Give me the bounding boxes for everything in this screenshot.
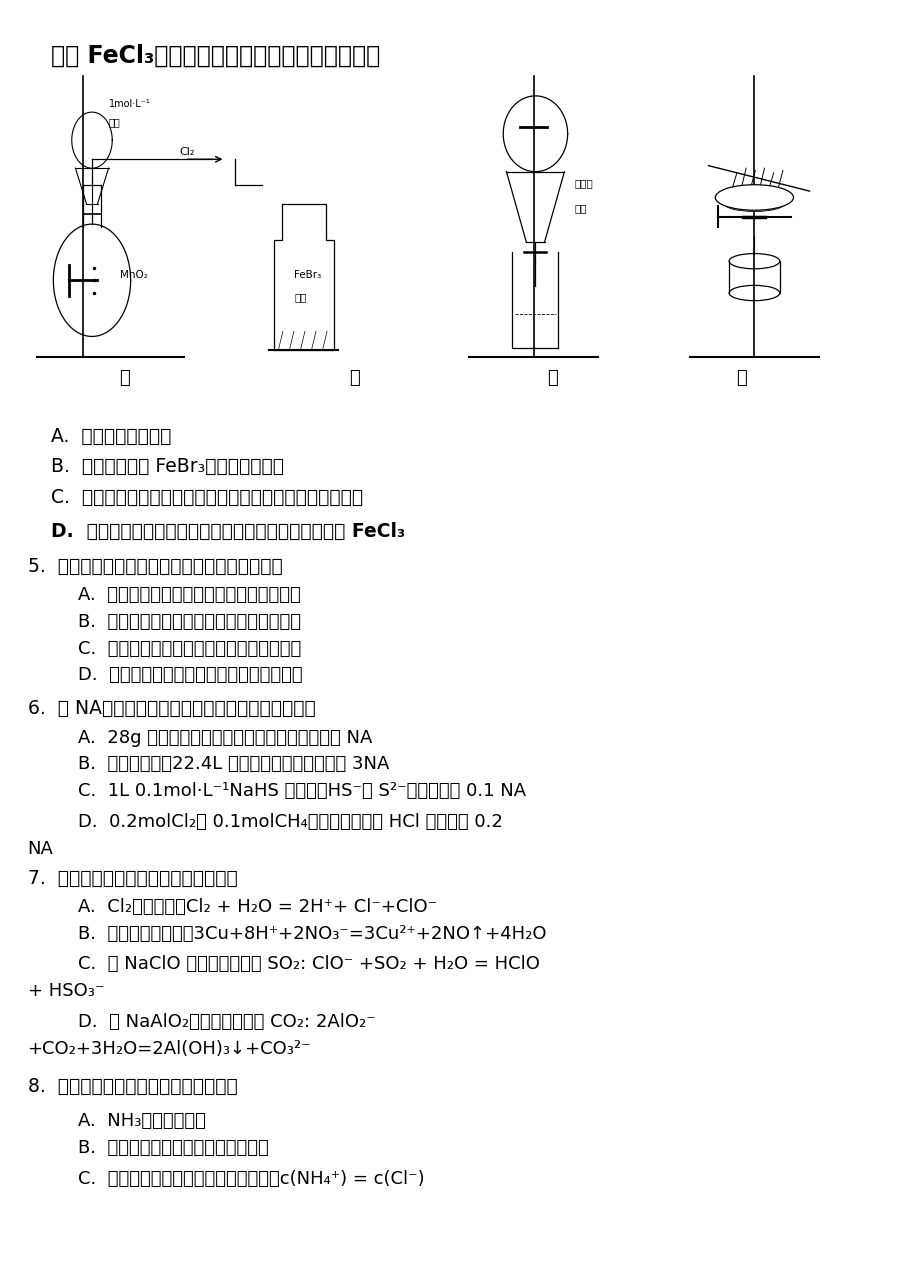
Text: NA: NA [28, 840, 53, 857]
Text: C.  用装置丙分液时先从下口放出水相，再从上口倒出有机相: C. 用装置丙分液时先从下口放出水相，再从上口倒出有机相 [51, 488, 362, 507]
Text: 甲: 甲 [119, 369, 130, 387]
Text: 1mol·L⁻¹: 1mol·L⁻¹ [108, 99, 150, 110]
Text: 6.  设 NA为阿伏加德罗常数的值。下列说法正确的是: 6. 设 NA为阿伏加德罗常数的值。下列说法正确的是 [28, 699, 315, 719]
Text: D.  0.2molCl₂与 0.1molCH₄充分反应，生成 HCl 分子数为 0.2: D. 0.2molCl₂与 0.1molCH₄充分反应，生成 HCl 分子数为 … [78, 813, 503, 831]
Text: A.  Cl₂通入水中：Cl₂ + H₂O = 2H⁺+ Cl⁻+ClO⁻: A. Cl₂通入水中：Cl₂ + H₂O = 2H⁺+ Cl⁻+ClO⁻ [78, 898, 437, 916]
Text: 8.  下列有关氨或铵盐的说法不正确的是: 8. 下列有关氨或铵盐的说法不正确的是 [28, 1077, 237, 1096]
Text: B.  可用湿润的红色石蕊试纸检验氨气: B. 可用湿润的红色石蕊试纸检验氨气 [78, 1139, 268, 1157]
Text: A.  臭氧具有氧化性，可用作自来水的消毒剂: A. 臭氧具有氧化性，可用作自来水的消毒剂 [78, 586, 301, 604]
Text: 无水 FeCl₃。下列设计能达到相应实验目的的是: 无水 FeCl₃。下列设计能达到相应实验目的的是 [51, 43, 380, 68]
Text: +CO₂+3H₂O=2Al(OH)₃↓+CO₃²⁻: +CO₂+3H₂O=2Al(OH)₃↓+CO₃²⁻ [28, 1040, 311, 1057]
Text: 5.  下列有关物质的性质与用途具有对应关系的是: 5. 下列有关物质的性质与用途具有对应关系的是 [28, 557, 282, 576]
Text: C.  用盐酸滴定氨水，当溶液呈中性时，c(NH₄⁺) = c(Cl⁻): C. 用盐酸滴定氨水，当溶液呈中性时，c(NH₄⁺) = c(Cl⁻) [78, 1170, 425, 1187]
Ellipse shape [724, 196, 783, 211]
Text: 丙: 丙 [547, 369, 558, 387]
Text: D.  氨气具有弱碱性，可用作食品工业制冷剂: D. 氨气具有弱碱性，可用作食品工业制冷剂 [78, 666, 302, 684]
Text: C.  氢氟酸具有弱酸性，可用作玻璃的蚀刻剂: C. 氢氟酸具有弱酸性，可用作玻璃的蚀刻剂 [78, 640, 301, 657]
Text: 水相: 水相 [573, 204, 586, 214]
Text: 盐酸: 盐酸 [108, 117, 120, 127]
Text: A.  NH₃属于弱电解质: A. NH₃属于弱电解质 [78, 1112, 206, 1130]
Text: FeBr₃: FeBr₃ [294, 270, 322, 280]
Text: D.  向 NaAlO₂溶液中通入过量 CO₂: 2AlO₂⁻: D. 向 NaAlO₂溶液中通入过量 CO₂: 2AlO₂⁻ [78, 1013, 376, 1031]
Text: B.  活性炭具有还原性，可用作制糖业脱色剂: B. 活性炭具有还原性，可用作制糖业脱色剂 [78, 613, 301, 631]
Text: 溶液: 溶液 [294, 292, 307, 302]
Text: A.  用装置甲制取氯气: A. 用装置甲制取氯气 [51, 427, 171, 446]
Ellipse shape [715, 185, 793, 210]
Text: + HSO₃⁻: + HSO₃⁻ [28, 982, 104, 1000]
Text: A.  28g 乙烯与丙烯的混合气体中含有双键数目为 NA: A. 28g 乙烯与丙烯的混合气体中含有双键数目为 NA [78, 729, 372, 747]
Text: 有机相: 有机相 [573, 178, 592, 189]
Text: D.  用装置丁将分液后的水相蒸发至干，再灼烧制得无水 FeCl₃: D. 用装置丁将分液后的水相蒸发至干，再灼烧制得无水 FeCl₃ [51, 522, 404, 541]
Text: MnO₂: MnO₂ [119, 270, 147, 280]
Text: B.  铜丝插入稀硝酸：3Cu+8H⁺+2NO₃⁻=3Cu²⁺+2NO↑+4H₂O: B. 铜丝插入稀硝酸：3Cu+8H⁺+2NO₃⁻=3Cu²⁺+2NO↑+4H₂O [78, 925, 546, 943]
Text: 丁: 丁 [735, 369, 746, 387]
Ellipse shape [729, 254, 779, 269]
Text: B.  用装置乙氧化 FeBr₃溶液中的溴离子: B. 用装置乙氧化 FeBr₃溶液中的溴离子 [51, 457, 283, 476]
Text: 乙: 乙 [349, 369, 360, 387]
Text: C.  向 NaClO 溶液中通入过量 SO₂: ClO⁻ +SO₂ + H₂O = HClO: C. 向 NaClO 溶液中通入过量 SO₂: ClO⁻ +SO₂ + H₂O … [78, 956, 539, 973]
Text: Cl₂: Cl₂ [179, 147, 195, 157]
Ellipse shape [729, 285, 779, 301]
Text: 7.  下列指定反应的离子方程式正确的是: 7. 下列指定反应的离子方程式正确的是 [28, 869, 237, 888]
Text: B.  标准状况下，22.4L 甘油中含有羟基的数目为 3NA: B. 标准状况下，22.4L 甘油中含有羟基的数目为 3NA [78, 755, 389, 773]
Text: C.  1L 0.1mol·L⁻¹NaHS 溶液中，HS⁻与 S²⁻数目之和为 0.1 NA: C. 1L 0.1mol·L⁻¹NaHS 溶液中，HS⁻与 S²⁻数目之和为 0… [78, 782, 526, 800]
